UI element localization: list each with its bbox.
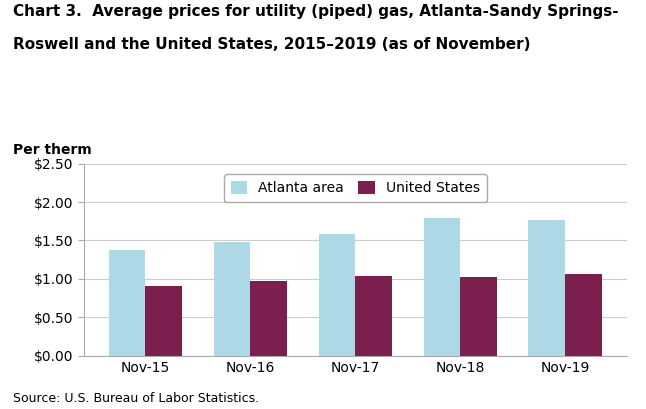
Text: Per therm: Per therm <box>13 144 92 157</box>
Bar <box>528 220 565 356</box>
Bar <box>214 242 251 356</box>
Bar <box>251 281 287 356</box>
Bar <box>318 234 355 356</box>
Legend: Atlanta area, United States: Atlanta area, United States <box>224 174 487 202</box>
Bar <box>145 286 182 356</box>
Text: Source: U.S. Bureau of Labor Statistics.: Source: U.S. Bureau of Labor Statistics. <box>13 392 259 405</box>
Bar <box>109 250 145 356</box>
Text: Chart 3.  Average prices for utility (piped) gas, Atlanta-Sandy Springs-: Chart 3. Average prices for utility (pip… <box>13 4 619 19</box>
Text: Roswell and the United States, 2015–2019 (as of November): Roswell and the United States, 2015–2019… <box>13 37 530 52</box>
Bar <box>460 276 497 356</box>
Bar <box>424 218 460 356</box>
Bar <box>565 274 602 356</box>
Bar <box>355 276 392 356</box>
